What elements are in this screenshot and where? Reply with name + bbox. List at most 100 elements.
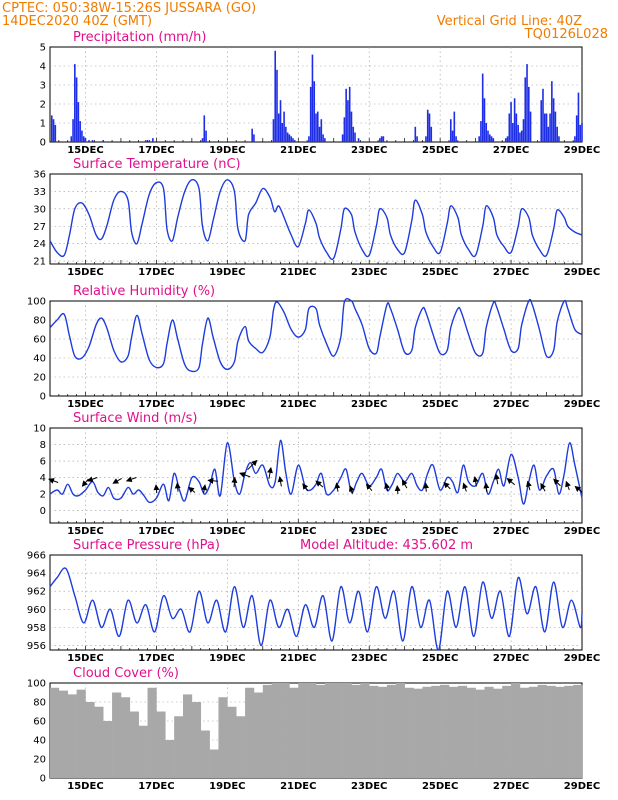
pressure-xtick-label: 15DEC	[67, 653, 103, 664]
precip-bar	[517, 124, 519, 142]
cloud-bar	[333, 683, 343, 778]
precip-bar	[283, 111, 285, 142]
precip-bar	[492, 138, 495, 142]
precip-bar	[451, 130, 454, 142]
precip-bar	[515, 113, 518, 142]
precip-bar	[288, 134, 291, 142]
cloud-bar	[129, 711, 139, 778]
cloud-title: Cloud Cover (%)	[73, 666, 179, 681]
precip-bar	[554, 111, 557, 142]
cloud-bar	[50, 687, 60, 778]
cloud-bar	[85, 702, 95, 778]
pressure-xtick-label: 21DEC	[280, 653, 316, 664]
rh-xtick-label: 23DEC	[351, 399, 387, 410]
precip-bar	[522, 119, 525, 142]
rh-series-line	[49, 297, 583, 373]
cloud-bar	[564, 685, 574, 778]
precip-bar	[52, 119, 55, 142]
precip-bar	[316, 111, 319, 142]
wind-vector-arrow	[81, 478, 89, 487]
precip-bar	[286, 132, 289, 142]
precip-bar	[529, 111, 532, 142]
precip-bar	[579, 124, 582, 142]
temp-xtick-label: 23DEC	[351, 267, 387, 278]
precip-bar	[581, 123, 583, 142]
wind-xtick-label: 17DEC	[138, 526, 174, 537]
precip-bar	[343, 117, 346, 142]
precip-bar	[50, 115, 53, 142]
temp-ytick-label: 30	[33, 204, 46, 215]
precip-bar	[144, 140, 147, 142]
pressure-series-line	[49, 567, 583, 651]
pressure-xtick-label: 29DEC	[564, 653, 600, 664]
wind-vector-arrow	[384, 482, 390, 492]
cloud-bar	[209, 749, 219, 778]
precip-bar	[74, 64, 76, 142]
precip-bar	[543, 113, 546, 142]
cloud-bar	[138, 725, 148, 778]
precip-bar	[81, 130, 83, 142]
rh-ytick-label: 40	[33, 354, 46, 365]
precip-bar	[292, 138, 294, 142]
wind-ytick-label: 0	[40, 506, 46, 517]
precip-bar	[311, 54, 314, 142]
wind-vector-arrow	[540, 482, 546, 492]
wind-vector-arrow	[231, 476, 238, 488]
precip-bar	[512, 123, 514, 142]
cloud-bar	[147, 687, 157, 778]
cloud-bar	[58, 690, 69, 778]
precip-ytick-label: 1	[40, 119, 46, 130]
wind-ytick-label: 8	[40, 440, 46, 451]
wind-vector-arrow	[277, 476, 284, 487]
precip-bar	[293, 140, 296, 142]
rh-xtick-label: 15DEC	[67, 399, 103, 410]
precip-bar	[542, 88, 544, 142]
precip-bar	[251, 128, 253, 142]
wind-vector-arrow	[315, 480, 324, 488]
precip-xtick-label: 21DEC	[280, 145, 316, 156]
cloud-xtick-label: 15DEC	[67, 781, 103, 792]
precip-bar	[478, 136, 480, 142]
precip-bar	[428, 113, 431, 142]
precip-bar	[322, 134, 324, 142]
precip-bar	[54, 124, 57, 142]
precip-bar	[558, 136, 560, 142]
precip-bar	[552, 98, 555, 142]
cloud-bar	[511, 683, 521, 778]
pressure-ytick-label: 960	[27, 605, 46, 616]
cloud-bar	[351, 684, 361, 778]
wind-vector-arrow	[207, 477, 219, 484]
precip-bar	[540, 100, 543, 142]
temp-xtick-label: 17DEC	[138, 267, 174, 278]
precip-bar	[513, 98, 516, 142]
cloud-bar	[165, 740, 175, 778]
rh-ytick-label: 100	[27, 297, 46, 308]
wind-vector-arrow	[394, 485, 401, 494]
wind-vector-arrow	[423, 482, 430, 492]
cloud-bar	[289, 687, 299, 778]
precip-bar	[309, 86, 312, 142]
wind-vector-arrow	[153, 484, 160, 494]
cloud-bar	[271, 683, 281, 778]
precip-bar	[506, 136, 509, 142]
cloud-bar	[227, 706, 237, 778]
precip-bar	[274, 50, 277, 142]
wind-ytick-label: 4	[40, 473, 46, 484]
pressure-ytick-label: 958	[27, 623, 46, 634]
pressure-xtick-label: 17DEC	[138, 653, 174, 664]
precip-bar	[504, 138, 507, 142]
wind-series-line	[49, 439, 583, 505]
wind-xtick-label: 19DEC	[209, 526, 245, 537]
cloud-bar	[360, 683, 370, 778]
cloud-bar	[307, 683, 317, 778]
precip-bar	[528, 86, 530, 142]
rh-title: Relative Humidity (%)	[73, 284, 215, 299]
wind-vector-arrow	[247, 459, 258, 471]
header-right1: Vertical Grid Line: 40Z	[437, 14, 582, 29]
cloud-bar	[174, 716, 184, 778]
precip-bar	[276, 69, 278, 142]
precip-bar	[426, 109, 429, 142]
precip-bar	[84, 138, 87, 142]
cloud-bar	[493, 688, 503, 778]
precip-bar	[490, 136, 493, 142]
